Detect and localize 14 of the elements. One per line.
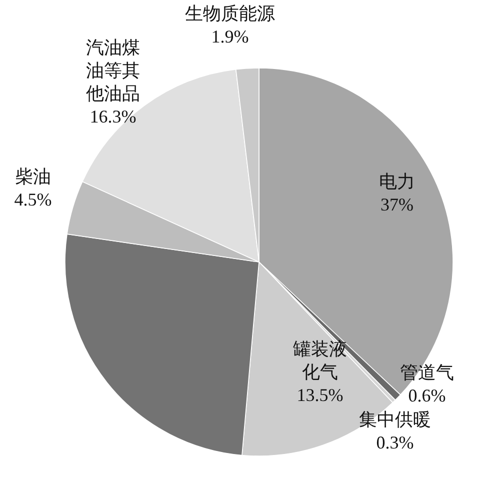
data-label: 0.3% [376, 432, 414, 453]
data-label: 16.3% [90, 106, 136, 127]
slice-label: 电力 [379, 172, 415, 192]
data-label: 37% [380, 194, 414, 215]
slice-label: 管道气 [400, 362, 454, 383]
slice-label: 生物质能源 [185, 4, 275, 24]
data-label: 4.5% [14, 190, 52, 210]
data-label: 13.5% [296, 385, 344, 406]
data-label: 0.6% [408, 386, 446, 406]
slice-label: 罐装液化气 [293, 339, 347, 382]
slice-label: 汽油煤油等其他油品 [86, 38, 140, 104]
slice-label: 柴油 [15, 166, 51, 187]
slice-label: 集中供暖 [359, 410, 431, 430]
data-label: 1.9% [211, 26, 249, 47]
